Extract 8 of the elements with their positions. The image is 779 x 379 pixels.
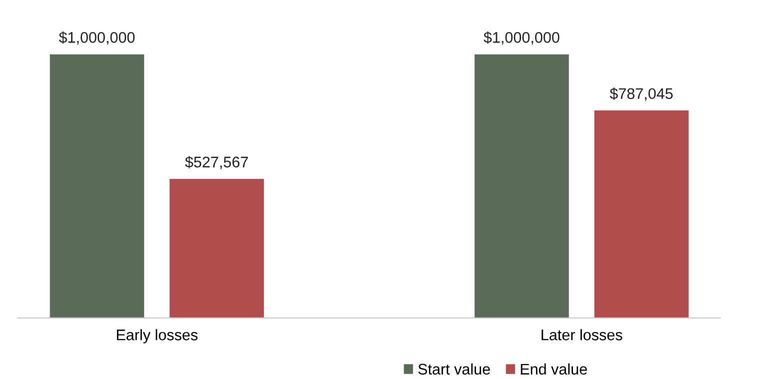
legend-label: End value xyxy=(520,363,587,375)
x-tick-label: Later losses xyxy=(542,329,622,340)
data-label: $1,000,000 xyxy=(58,31,135,45)
data-label: $787,045 xyxy=(610,88,673,101)
x-tick-label: Early losses xyxy=(116,329,198,344)
data-label: $527,567 xyxy=(185,156,248,170)
data-label: $1,000,000 xyxy=(484,31,560,45)
legend-label: Start value xyxy=(418,363,490,375)
